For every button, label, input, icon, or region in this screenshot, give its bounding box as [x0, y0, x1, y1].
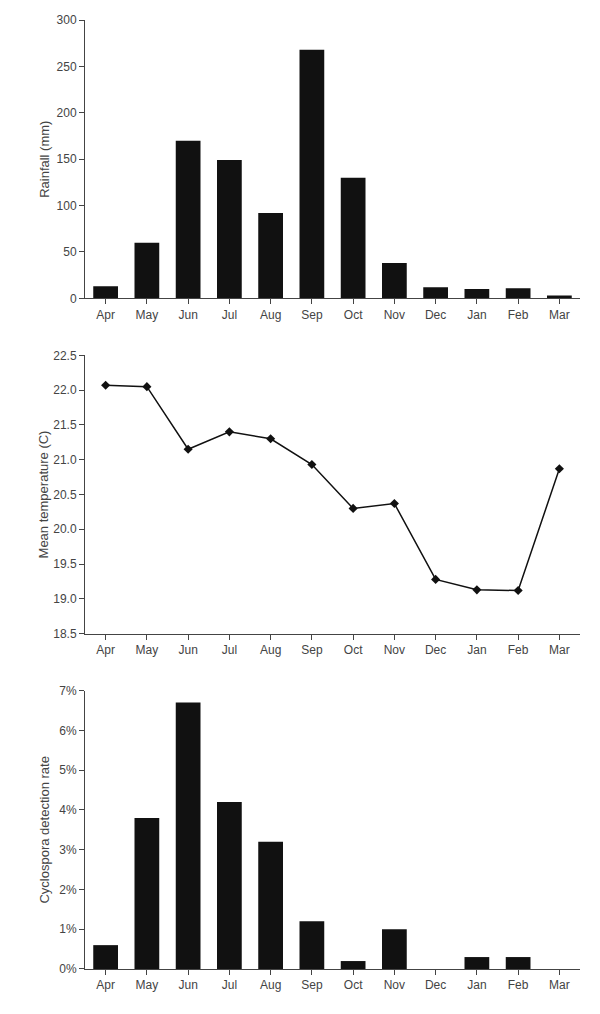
svg-text:Apr: Apr: [96, 643, 115, 657]
svg-text:Oct: Oct: [344, 643, 363, 657]
svg-text:Rainfall (mm): Rainfall (mm): [37, 121, 52, 198]
svg-text:Dec: Dec: [425, 978, 446, 992]
svg-text:Jan: Jan: [467, 978, 486, 992]
svg-text:Mar: Mar: [549, 308, 570, 322]
svg-text:Oct: Oct: [344, 308, 363, 322]
svg-text:4%: 4%: [59, 803, 77, 817]
svg-text:Jul: Jul: [222, 643, 237, 657]
svg-text:Aug: Aug: [260, 308, 281, 322]
svg-text:Sep: Sep: [301, 308, 323, 322]
svg-text:21.5: 21.5: [53, 418, 77, 432]
svg-text:Nov: Nov: [384, 978, 405, 992]
svg-text:Mean temperature (C): Mean temperature (C): [36, 431, 51, 559]
svg-text:Apr: Apr: [96, 978, 115, 992]
svg-text:20.5: 20.5: [53, 488, 77, 502]
svg-text:0%: 0%: [59, 962, 77, 976]
svg-text:May: May: [136, 978, 159, 992]
svg-text:22.5: 22.5: [53, 349, 77, 363]
svg-text:2%: 2%: [59, 883, 77, 897]
svg-text:Jul: Jul: [222, 308, 237, 322]
svg-text:May: May: [136, 308, 159, 322]
svg-text:18.5: 18.5: [53, 627, 77, 641]
svg-text:7%: 7%: [59, 684, 77, 698]
svg-text:Jul: Jul: [222, 978, 237, 992]
svg-text:Apr: Apr: [96, 308, 115, 322]
svg-text:Mar: Mar: [549, 978, 570, 992]
svg-text:5%: 5%: [59, 763, 77, 777]
svg-text:20.0: 20.0: [53, 522, 77, 536]
svg-text:0: 0: [70, 292, 77, 306]
svg-text:Nov: Nov: [384, 643, 405, 657]
svg-text:Feb: Feb: [508, 978, 529, 992]
svg-text:Feb: Feb: [508, 308, 529, 322]
svg-text:Jun: Jun: [178, 308, 197, 322]
svg-text:Dec: Dec: [425, 643, 446, 657]
svg-text:Dec: Dec: [425, 308, 446, 322]
svg-text:Aug: Aug: [260, 643, 281, 657]
svg-text:100: 100: [57, 199, 77, 213]
svg-text:Aug: Aug: [260, 978, 281, 992]
svg-text:Feb: Feb: [508, 643, 529, 657]
svg-text:Cyclospora detection rate: Cyclospora detection rate: [37, 756, 52, 903]
svg-text:200: 200: [57, 106, 77, 120]
svg-text:Sep: Sep: [301, 643, 323, 657]
svg-text:May: May: [136, 643, 159, 657]
svg-text:Jan: Jan: [467, 643, 486, 657]
svg-text:3%: 3%: [59, 843, 77, 857]
svg-text:Jun: Jun: [178, 978, 197, 992]
svg-text:Jun: Jun: [178, 643, 197, 657]
svg-text:19.5: 19.5: [53, 557, 77, 571]
svg-text:150: 150: [57, 152, 77, 166]
svg-text:250: 250: [57, 60, 77, 74]
svg-text:300: 300: [57, 13, 77, 27]
svg-text:Nov: Nov: [384, 308, 405, 322]
svg-text:6%: 6%: [59, 724, 77, 738]
svg-text:50: 50: [63, 245, 77, 259]
svg-text:Oct: Oct: [344, 978, 363, 992]
svg-text:Sep: Sep: [301, 978, 323, 992]
svg-text:1%: 1%: [59, 922, 77, 936]
svg-text:21.0: 21.0: [53, 453, 77, 467]
svg-text:Jan: Jan: [467, 308, 486, 322]
svg-text:22.0: 22.0: [53, 383, 77, 397]
svg-text:19.0: 19.0: [53, 592, 77, 606]
svg-text:Mar: Mar: [549, 643, 570, 657]
